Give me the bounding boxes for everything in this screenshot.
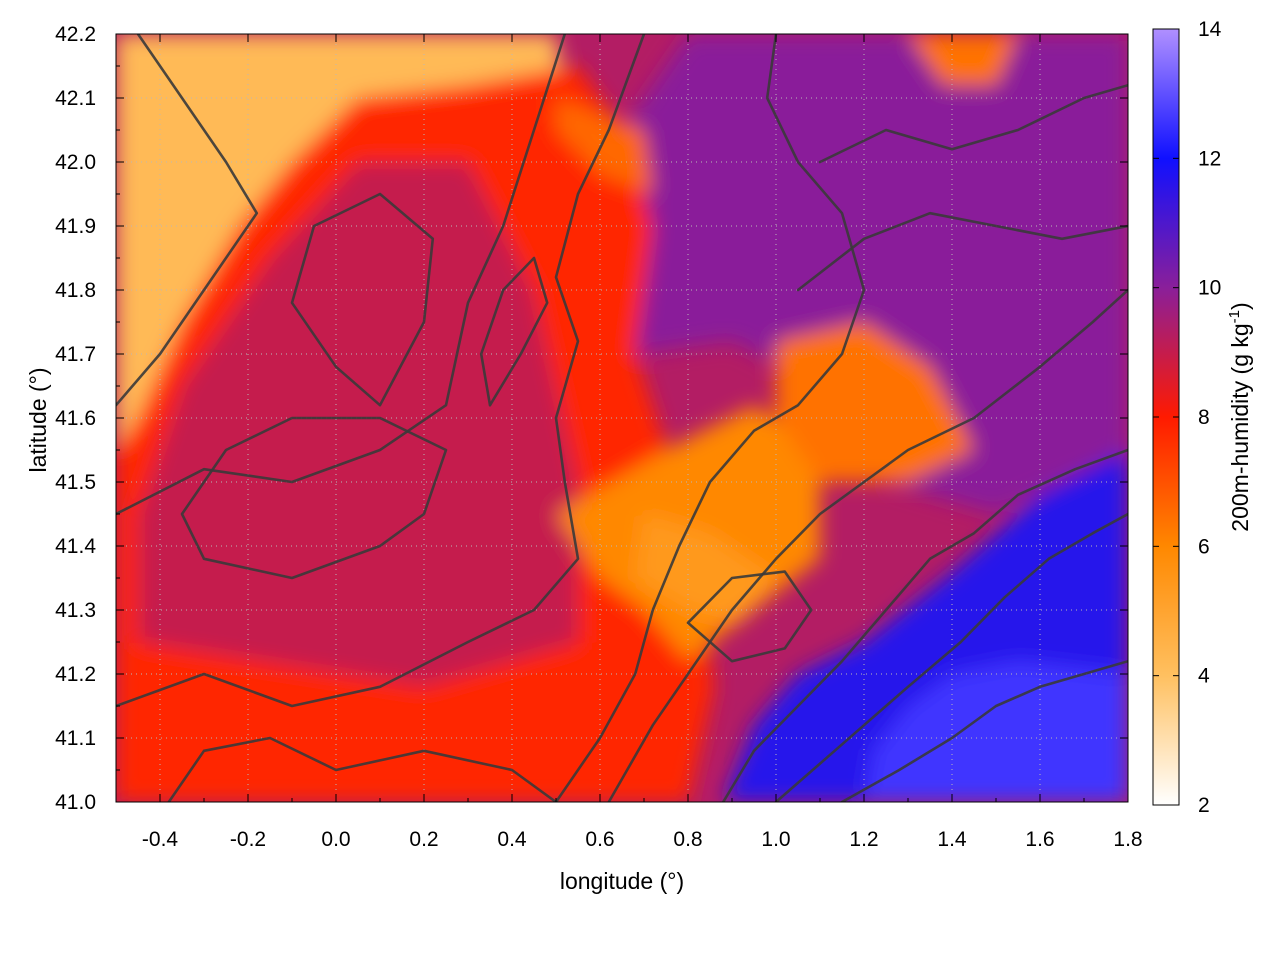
colorbar-tick-label: 10 [1198, 277, 1221, 300]
contour-line [116, 34, 567, 516]
contour-line [721, 448, 1128, 802]
y-tick-label: 42.1 [55, 87, 96, 110]
colorbar-tick-label: 12 [1198, 147, 1221, 170]
x-tick-label: 1.2 [849, 828, 878, 851]
humidity-region-dry-north-patch [556, 98, 653, 194]
x-tick-label: -0.2 [230, 828, 266, 851]
contour-line [774, 512, 1128, 802]
contour-line [818, 83, 1128, 164]
contour-line [479, 256, 549, 407]
y-tick-label: 42.0 [55, 151, 96, 174]
y-axis-ticks: 41.0 41.1 41.2 41.3 41.4 41.5 41.6 41.7 41.8 41.9… [55, 23, 1128, 814]
humidity-region-moist-east [622, 34, 1128, 514]
humidity-region-dry-northwest [116, 34, 565, 450]
y-tick-label: 41.5 [55, 471, 96, 494]
x-tick-label: 0.6 [585, 828, 614, 851]
colorbar-title-sup: -1 [1226, 310, 1243, 323]
contour-line [554, 34, 866, 802]
colorbar-ticks: 2 4 6 8 10 12 14 [1153, 18, 1222, 817]
y-tick-label: 41.4 [55, 535, 96, 558]
colorbar-tick-label: 8 [1198, 406, 1210, 429]
colorbar-title-main: 200m-humidity (g kg [1227, 323, 1253, 531]
x-tick-label: 1.6 [1025, 828, 1054, 851]
x-tick-label: 0.4 [497, 828, 527, 851]
colorbar-tick-label: 4 [1198, 665, 1210, 688]
colorbar: 2 4 6 8 10 12 14 200m-humidity (g kg-1) [1152, 18, 1253, 817]
contour-line [840, 659, 1128, 802]
y-tick-label: 41.2 [55, 663, 96, 686]
y-tick-label: 41.0 [55, 791, 96, 814]
y-tick-label: 41.3 [55, 599, 96, 622]
contour-line [796, 211, 1128, 292]
contour-lines [116, 34, 1128, 802]
x-axis-ticks: -0.4 -0.2 0.0 0.2 0.4 0.6 0.8 1.0 1.2 1.4 1.6 1.8 [115, 34, 1143, 851]
x-tick-label: 1.0 [761, 828, 790, 851]
contour-line [290, 192, 435, 407]
y-tick-label: 41.6 [55, 407, 96, 430]
colorbar-tick-label: 6 [1198, 535, 1210, 558]
y-tick-label: 41.8 [55, 279, 96, 302]
contour-line [607, 288, 1128, 802]
colorbar-tick-label: 14 [1198, 18, 1222, 41]
contour-line [116, 34, 259, 407]
x-axis-title: longitude (°) [560, 868, 684, 894]
x-tick-label: 0.2 [409, 828, 438, 851]
humidity-region-sea-southeast [864, 661, 1128, 802]
contour-line [116, 34, 646, 708]
y-tick-label: 41.9 [55, 215, 96, 238]
x-tick-label: 0.8 [673, 828, 702, 851]
contour-line [686, 570, 813, 663]
humidity-region-moist-core [138, 162, 578, 687]
humidity-region-dry-northeast-patch [908, 34, 1018, 86]
contour-line [180, 416, 448, 580]
plot-area [116, 34, 1128, 802]
x-tick-label: 1.4 [937, 828, 967, 851]
x-tick-label: 0.0 [321, 828, 350, 851]
contour-line [167, 736, 558, 802]
y-tick-label: 41.7 [55, 343, 96, 366]
humidity-region-dry-tongue-core [635, 514, 776, 623]
y-tick-label: 41.1 [55, 727, 96, 750]
grid-lines [116, 34, 1128, 802]
colorbar-tick-label: 2 [1198, 794, 1210, 817]
colorbar-title: 200m-humidity (g kg-1) [1226, 302, 1253, 531]
y-tick-label: 42.2 [55, 23, 96, 46]
x-tick-label: -0.4 [142, 828, 179, 851]
colorbar-title-end: ) [1227, 302, 1253, 310]
y-axis-title: latitude (°) [25, 367, 51, 472]
x-tick-label: 1.8 [1113, 828, 1142, 851]
